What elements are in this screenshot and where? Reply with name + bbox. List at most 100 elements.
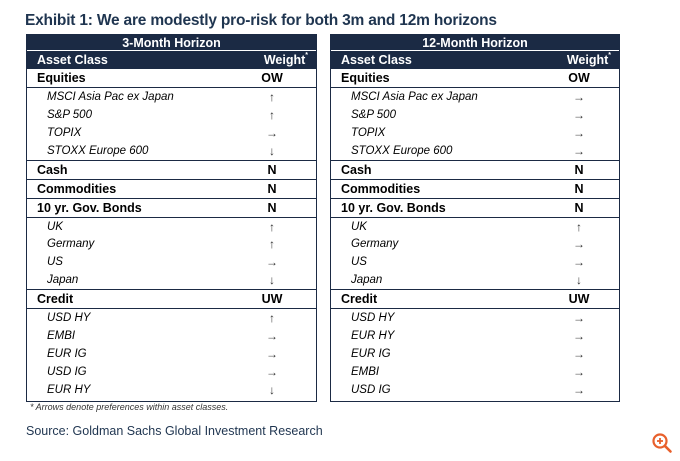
asset-name: Credit (37, 292, 74, 307)
weight-value: UW (568, 292, 590, 307)
preference-arrow: → (573, 237, 585, 252)
preference-arrow: ↓ (576, 273, 582, 288)
preference-arrow: ↑ (576, 219, 582, 234)
weight-header: Weight* (566, 52, 611, 67)
category-row: Credit UW (27, 289, 316, 310)
preference-arrow: → (266, 346, 278, 361)
preference-arrow: → (266, 255, 278, 270)
table-row: MSCI Asia Pac ex Japan ↑ (27, 88, 316, 106)
preference-arrow: → (573, 364, 585, 379)
asset-class-header: Asset Class (37, 53, 108, 67)
asset-name: 10 yr. Gov. Bonds (341, 200, 446, 215)
preference-arrow: ↑ (269, 237, 275, 252)
horizon-header: 12-Month Horizon (331, 35, 619, 51)
preference-arrow: → (266, 364, 278, 379)
source-line: Source: Goldman Sachs Global Investment … (26, 424, 323, 438)
category-row: Commodities N (27, 180, 316, 199)
asset-name: Cash (37, 162, 68, 177)
asset-name: Japan (47, 274, 79, 287)
asset-name: 10 yr. Gov. Bonds (37, 200, 142, 215)
asset-name: US (47, 256, 63, 269)
exhibit-title: Exhibit 1: We are modestly pro-risk for … (25, 12, 497, 29)
asset-class-header: Asset Class (341, 53, 412, 67)
zoom-in-icon[interactable] (651, 432, 673, 454)
table-body: Equities OW MSCI Asia Pac ex Japan → S&P 500… (331, 69, 619, 399)
asset-name: TOPIX (47, 126, 82, 139)
table-row: Japan ↓ (331, 271, 619, 289)
category-row: 10 yr. Gov. Bonds N (331, 199, 619, 218)
asset-name: TOPIX (351, 126, 386, 139)
table-row: MSCI Asia Pac ex Japan → (331, 88, 619, 106)
asset-name: MSCI Asia Pac ex Japan (351, 91, 478, 103)
asset-name: US (351, 256, 367, 269)
preference-arrow: ↓ (269, 382, 275, 397)
table-row: TOPIX → (331, 124, 619, 142)
footnote: * Arrows denote preferences within asset… (30, 402, 229, 412)
column-header-row: Asset Class Weight* (27, 51, 316, 69)
asset-name: Credit (341, 292, 378, 307)
asset-name: EUR HY (47, 383, 91, 396)
preference-arrow: → (573, 255, 585, 270)
asset-name: MSCI Asia Pac ex Japan (47, 91, 174, 103)
asset-name: S&P 500 (47, 108, 92, 121)
asset-name: Germany (351, 238, 399, 251)
asset-name: Equities (341, 71, 390, 85)
panel-3-month: 3-Month Horizon Asset Class Weight* Equi… (26, 34, 317, 402)
category-row: Equities OW (331, 69, 619, 88)
category-row: Commodities N (331, 180, 619, 199)
table-row: Japan ↓ (27, 271, 316, 289)
asset-name: UK (351, 220, 367, 233)
asset-name: Japan (351, 274, 383, 287)
preference-arrow: ↑ (269, 219, 275, 234)
table-row: S&P 500 ↑ (27, 106, 316, 124)
preference-arrow: ↑ (269, 311, 275, 326)
weight-value: OW (568, 71, 590, 85)
table-row: USD HY ↑ (27, 309, 316, 327)
preference-arrow: → (573, 311, 585, 326)
table-row: USD IG → (27, 363, 316, 381)
asset-name: USD HY (351, 312, 395, 325)
table-row: STOXX Europe 600 ↓ (27, 142, 316, 160)
asset-name: USD IG (351, 383, 391, 396)
table-row: UK ↑ (27, 218, 316, 236)
preference-arrow: → (573, 90, 585, 104)
preference-arrow: ↓ (269, 143, 275, 158)
table-row: USD HY → (331, 309, 619, 327)
weight-value: N (574, 162, 584, 177)
asset-name: Germany (47, 238, 95, 251)
table-row: EMBI → (27, 327, 316, 345)
preference-arrow: → (573, 125, 585, 140)
table-row: EUR HY → (331, 327, 619, 345)
table-row: US → (27, 253, 316, 271)
table-row: EUR HY ↓ (27, 381, 316, 399)
category-row: Cash N (331, 159, 619, 180)
weight-value: N (267, 200, 277, 215)
preference-arrow: → (266, 125, 278, 140)
weight-value: N (574, 200, 584, 215)
category-row: 10 yr. Gov. Bonds N (27, 199, 316, 218)
table-body: Equities OW MSCI Asia Pac ex Japan ↑ S&P 500… (27, 69, 316, 399)
weight-value: N (267, 181, 277, 196)
asset-name: EUR IG (47, 347, 87, 360)
table-row: USD IG → (331, 381, 619, 399)
asset-name: USD IG (47, 365, 87, 378)
preference-arrow: ↓ (269, 273, 275, 288)
asset-name: S&P 500 (351, 108, 396, 121)
weight-header: Weight* (263, 52, 308, 67)
asset-name: STOXX Europe 600 (351, 144, 453, 157)
asset-name: Commodities (341, 181, 421, 196)
asset-name: EMBI (351, 365, 380, 378)
asset-name: EUR HY (351, 330, 395, 343)
table-row: UK ↑ (331, 218, 619, 236)
asset-name: EMBI (47, 330, 76, 343)
preference-arrow: → (266, 329, 278, 344)
preference-arrow: → (573, 329, 585, 344)
panel-12-month: 12-Month Horizon Asset Class Weight* Equ… (330, 34, 620, 402)
table-row: EMBI → (331, 363, 619, 381)
weight-value: OW (261, 71, 283, 85)
preference-arrow: → (573, 346, 585, 361)
table-row: US → (331, 253, 619, 271)
asset-name: UK (47, 220, 63, 233)
asset-name: Cash (341, 162, 372, 177)
table-row: EUR IG → (331, 345, 619, 363)
